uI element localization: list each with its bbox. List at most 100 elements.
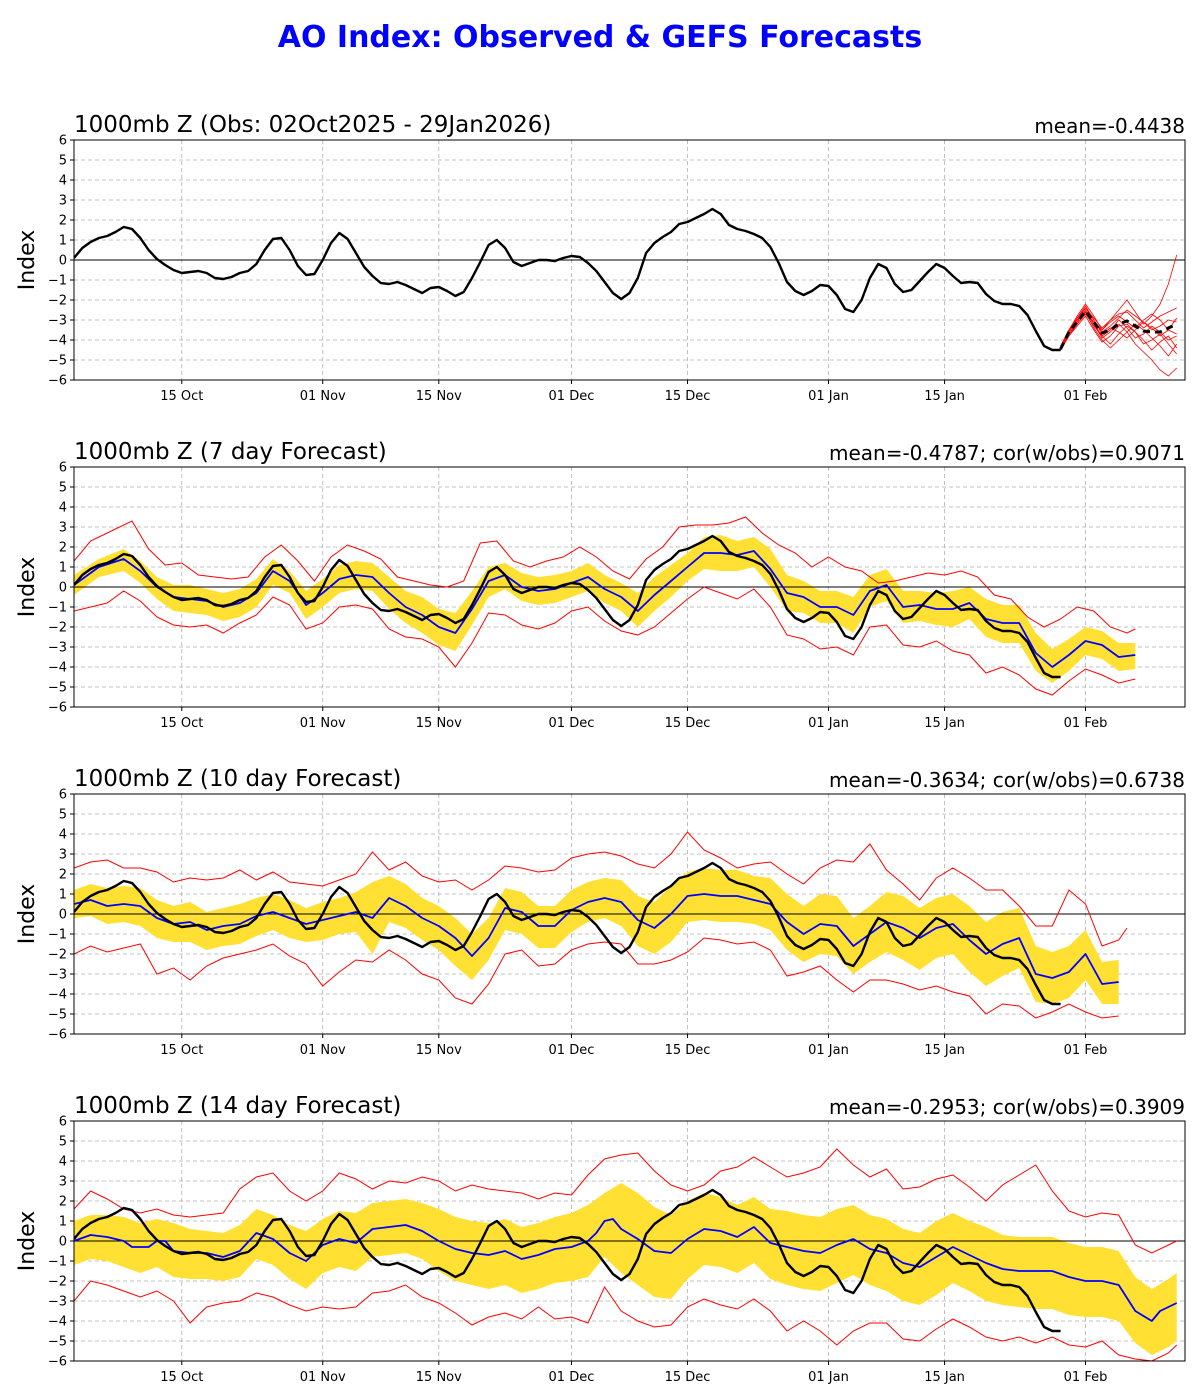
y-tick-label: 1 [59,1215,67,1230]
observed-line [74,1188,1061,1333]
y-tick-label: 4 [59,1155,67,1170]
series-group [74,831,1185,1019]
x-tick-label: 15 Jan [924,716,965,731]
y-tick-label: 5 [59,154,67,169]
x-tick-label: 15 Nov [416,716,462,731]
y-tick-label: 2 [59,868,67,883]
y-tick-label: −1 [48,601,67,616]
spread-band [74,535,1136,683]
y-tick-label: 4 [59,174,67,189]
panel-title: 1000mb Z (Obs: 02Oct2025 - 29Jan2026) [74,112,551,138]
x-tick-label: 15 Jan [924,1043,965,1058]
x-tick-label: 01 Feb [1064,1370,1108,1385]
y-tick-label: −1 [48,1255,67,1270]
observed-line [74,861,1061,1006]
extreme-upper-line [74,1148,1177,1254]
panel-stat: mean=-0.2953; cor(w/obs)=0.3909 [829,1095,1185,1119]
y-tick-label: 2 [59,1195,67,1210]
y-tick-label: −4 [48,988,67,1003]
y-tick-label: −6 [48,374,67,389]
y-tick-label: −5 [48,1008,67,1023]
y-tick-label: −2 [48,1275,67,1290]
y-tick-label: 2 [59,541,67,556]
y-tick-label: 1 [59,561,67,576]
y-tick-label: −3 [48,314,67,329]
y-tick-label: −6 [48,701,67,716]
x-tick-label: 01 Dec [549,716,595,731]
y-tick-label: 2 [59,214,67,229]
x-tick-label: 01 Nov [300,716,346,731]
series-group [74,516,1185,696]
x-tick-label: 01 Nov [300,1370,346,1385]
y-tick-label: 0 [59,908,67,923]
panel-stat: mean=-0.4438 [1034,114,1185,138]
y-tick-label: 5 [59,808,67,823]
ensemble-member-line [1060,311,1177,377]
plot-frame [73,793,1186,1035]
y-tick-label: −3 [48,1295,67,1310]
plot-frame [73,466,1186,708]
x-tick-label: 15 Oct [160,389,203,404]
x-tick-label: 15 Nov [416,1370,462,1385]
extreme-upper-line [74,831,1128,947]
panel-2: −6 −5 −4 −3 −2 −1 0 1 2 3 4 5 6 15 Oct 01 Nov 15 Nov 01 … [15,439,1186,731]
panel-stat: mean=-0.3634; cor(w/obs)=0.6738 [829,768,1185,792]
forecast-mean-line [74,550,1136,668]
ensemble-member-line [1060,311,1178,357]
x-tick-label: 01 Dec [549,1370,595,1385]
x-tick-label: 15 Oct [160,716,203,731]
panel-stat: mean=-0.4787; cor(w/obs)=0.9071 [829,441,1185,465]
x-tick-label: 01 Jan [808,716,849,731]
x-tick-label: 01 Jan [808,1043,849,1058]
series-group [74,1148,1185,1361]
y-tick-label: 6 [59,461,67,476]
x-tick-label: 01 Feb [1064,389,1108,404]
y-tick-label: −4 [48,661,67,676]
y-tick-label: −2 [48,621,67,636]
x-tick-label: 15 Dec [665,1043,711,1058]
y-tick-label: 6 [59,134,67,149]
x-tick-label: 15 Dec [665,389,711,404]
y-tick-label: −2 [48,294,67,309]
y-tick-label: −3 [48,641,67,656]
panel-4: −6 −5 −4 −3 −2 −1 0 1 2 3 4 5 6 15 Oct 01 Nov 15 Nov 01 … [15,1093,1186,1385]
y-tick-label: 5 [59,1135,67,1150]
x-tick-label: 15 Jan [924,389,965,404]
y-tick-label: 6 [59,1115,67,1130]
y-tick-label: 4 [59,828,67,843]
y-tick-label: −3 [48,968,67,983]
y-tick-label: 3 [59,848,67,863]
x-tick-label: 01 Dec [549,1043,595,1058]
series-group [74,207,1185,377]
spread-band [74,868,1119,1004]
y-tick-label: 5 [59,481,67,496]
page-title: AO Index: Observed & GEFS Forecasts [277,20,923,55]
y-tick-label: 0 [59,581,67,596]
x-tick-label: 15 Nov [416,389,462,404]
y-tick-label: −1 [48,274,67,289]
x-tick-label: 15 Oct [160,1043,203,1058]
y-tick-label: 0 [59,254,67,269]
y-tick-label: 1 [59,888,67,903]
extreme-lower-line [74,586,1136,696]
ensemble-mean-line [1059,308,1178,350]
plot-frame [73,139,1186,381]
panel-title: 1000mb Z (14 day Forecast) [74,1093,401,1119]
plot-frame [73,1120,1186,1362]
forecast-mean-line [74,893,1119,985]
y-tick-label: 1 [59,234,67,249]
panel-title: 1000mb Z (7 day Forecast) [74,439,387,465]
y-tick-label: 4 [59,501,67,516]
y-tick-label: −4 [48,1315,67,1330]
ensemble-member-line [1060,307,1177,349]
observed-line [74,207,1061,352]
x-tick-label: 01 Nov [300,389,346,404]
x-tick-label: 15 Nov [416,1043,462,1058]
x-tick-label: 01 Nov [300,1043,346,1058]
y-tick-label: −5 [48,1335,67,1350]
y-axis-label: Index [15,884,40,945]
x-tick-label: 15 Jan [924,1370,965,1385]
y-tick-label: −5 [48,681,67,696]
extreme-upper-line [74,516,1136,634]
